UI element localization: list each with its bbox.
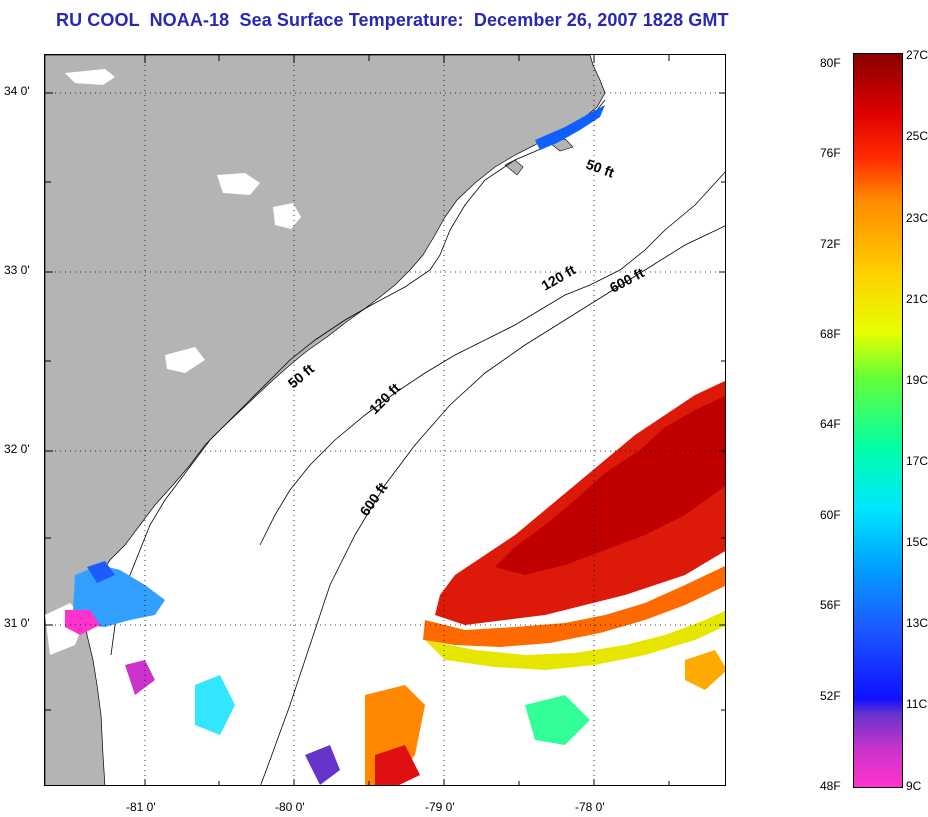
lat-label-31: 31 0' [4,616,30,630]
sst-warm-edge [423,565,725,647]
lon-label-79: -79 0' [425,800,455,814]
sst-patch-south-2 [375,745,420,785]
lon-label-80: -80 0' [275,800,305,814]
colorbar-label-80f: 80F [820,56,841,70]
lat-label-32: 32 0' [4,442,30,456]
lon-label-78: -78 0' [575,800,605,814]
land-cloud-2 [217,173,260,195]
sst-patch-magenta [65,610,100,635]
sst-yellow-edge [425,610,725,670]
colorbar-label-27c: 27C [906,48,928,62]
sst-patch-south-5 [685,650,725,690]
sst-patch-blue-river [87,561,115,583]
colorbar-label-76f: 76F [820,146,841,160]
contour-50ft [110,99,606,656]
sst-map: 50 ft 120 ft 600 ft 50 ft 120 ft 600 ft [44,54,726,786]
contour-120ft [259,171,725,546]
colorbar-label-9c: 9C [906,779,922,793]
colorbar-label-11c: 11C [906,697,928,711]
lon-label-81: -81 0' [126,800,156,814]
sst-map-canvas: 50 ft 120 ft 600 ft 50 ft 120 ft 600 ft [45,55,725,785]
colorbar-label-21c: 21C [906,292,928,306]
sst-gulf-stream-core [495,395,725,575]
colorbar-label-48f: 48F [820,779,841,793]
sst-patch-south-3 [195,675,235,735]
land-cloud-4 [165,347,205,373]
colorbar-label-64f: 64F [820,417,841,431]
colorbar-label-56f: 56F [820,598,841,612]
colorbar-label-68f: 68F [820,327,841,341]
land-cloud-1 [65,69,115,85]
temperature-colorbar [853,53,903,788]
colorbar-label-13c: 13C [906,616,928,630]
colorbar-label-19c: 19C [906,373,928,387]
graticule [45,55,725,785]
sst-patch-south-4 [525,695,590,745]
sst-patch-cold-north [535,105,605,150]
lat-label-33: 33 0' [4,263,30,277]
colorbar-label-23c: 23C [906,211,928,225]
sst-patch-south-7 [305,745,340,785]
colorbar-label-60f: 60F [820,508,841,522]
map-title: RU COOL NOAA-18 Sea Surface Temperature:… [56,10,729,30]
colorbar-label-25c: 25C [906,129,928,143]
axis-ticks [45,55,725,785]
colorbar-label-17c: 17C [906,454,928,468]
contour-600ft [260,225,725,785]
sst-patch-south-6 [125,660,155,695]
land-cloud-3 [273,203,301,229]
colorbar-label-52f: 52F [820,689,841,703]
colorbar-label-15c: 15C [906,535,928,549]
lat-label-34: 34 0' [4,84,30,98]
colorbar-label-72f: 72F [820,237,841,251]
